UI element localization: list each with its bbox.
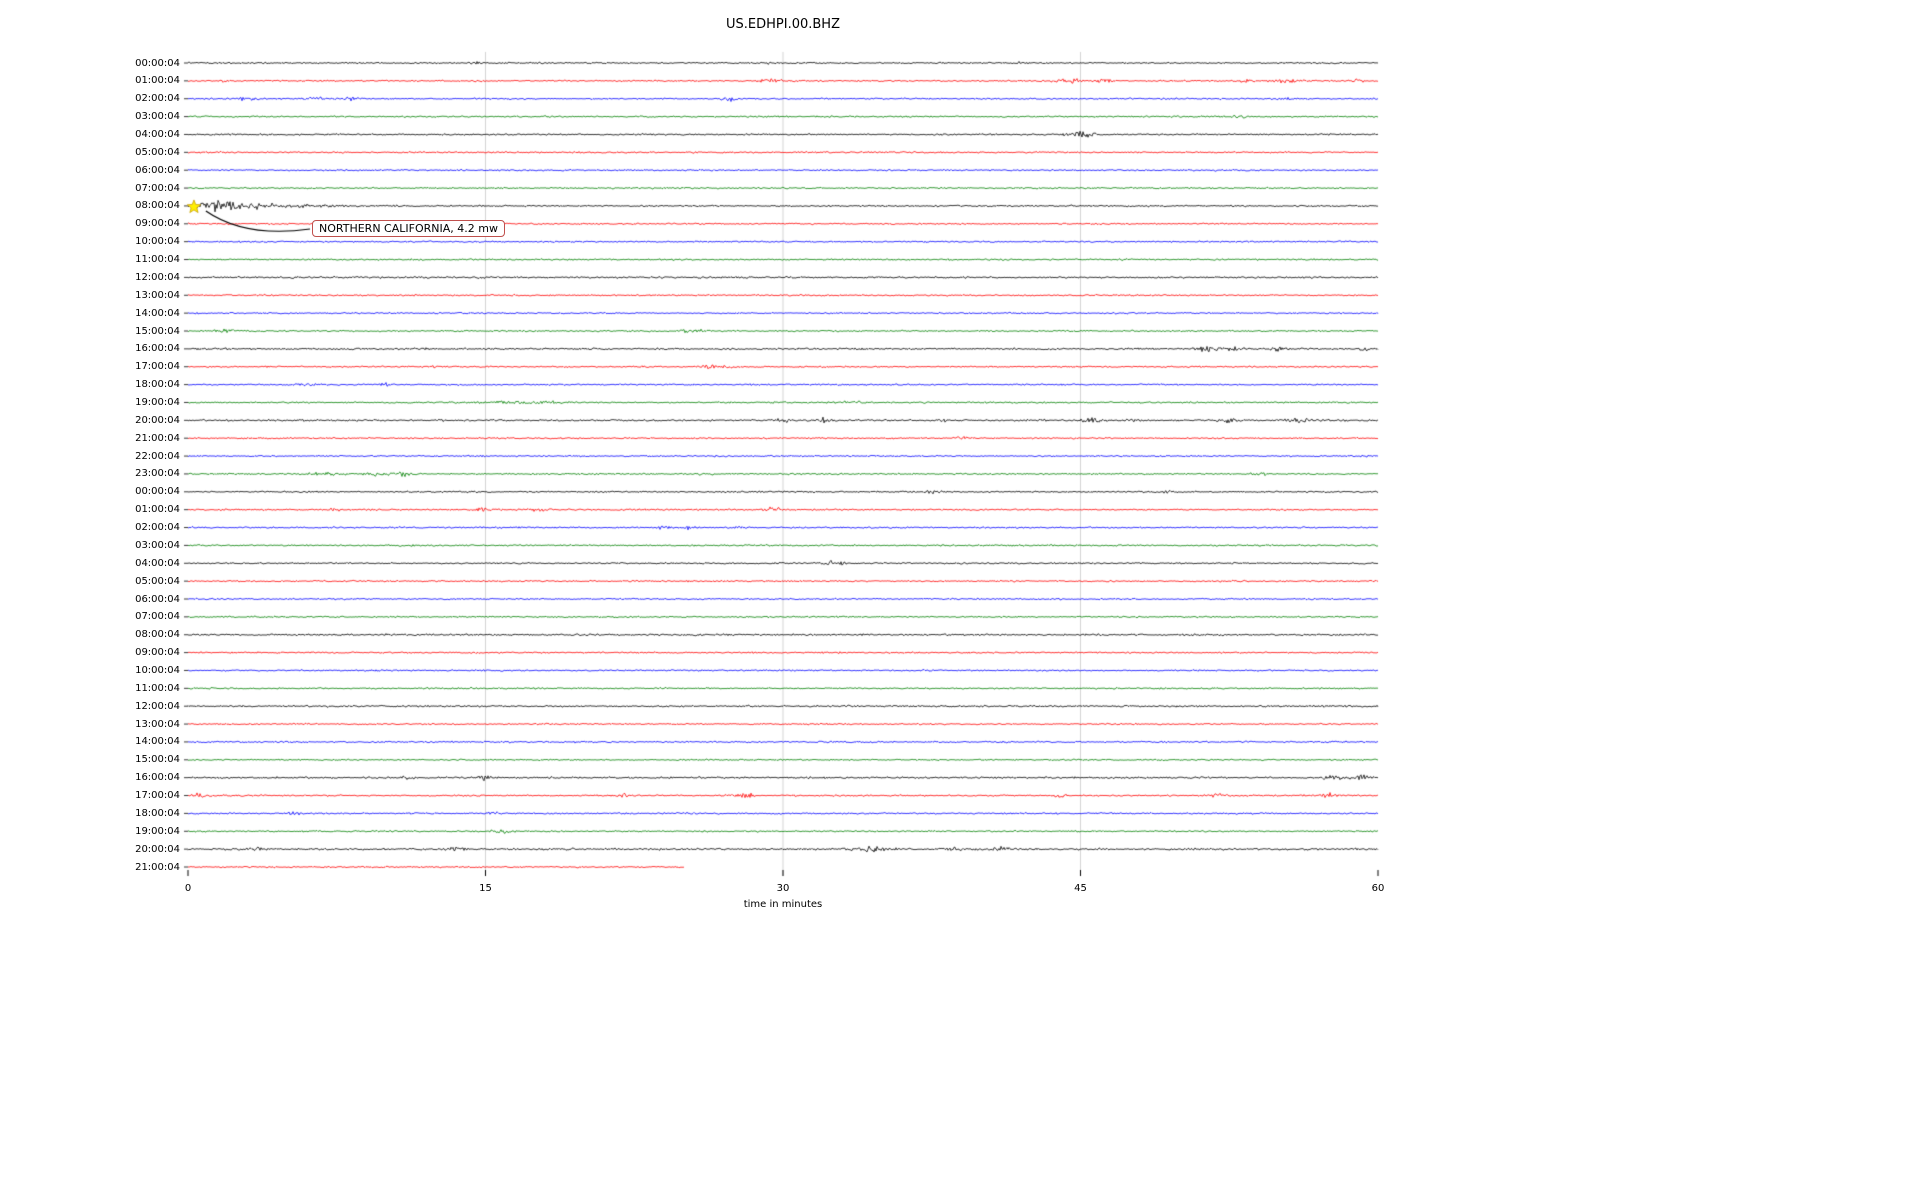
trace-time-label: 00:00:04: [135, 57, 180, 69]
trace-time-label: 16:00:04: [135, 772, 180, 784]
trace-time-label: 13:00:04: [135, 289, 180, 301]
trace-time-label: 20:00:04: [135, 843, 180, 855]
trace-time-label: 15:00:04: [135, 325, 180, 337]
trace-time-label: 07:00:04: [135, 182, 180, 194]
trace-time-label: 16:00:04: [135, 343, 180, 355]
x-axis-label: time in minutes: [743, 899, 823, 910]
trace-time-label: 01:00:04: [135, 75, 180, 87]
trace-time-label: 04:00:04: [135, 557, 180, 569]
trace-time-label: 06:00:04: [135, 593, 180, 605]
trace-time-label: 21:00:04: [135, 861, 180, 873]
trace-time-label: 22:00:04: [135, 450, 180, 462]
trace-time-label: 23:00:04: [135, 468, 180, 480]
trace-time-label: 04:00:04: [135, 128, 180, 140]
trace-time-label: 03:00:04: [135, 539, 180, 551]
trace-time-label: 00:00:04: [135, 486, 180, 498]
trace-time-label: 02:00:04: [135, 522, 180, 534]
trace-time-label: 19:00:04: [135, 825, 180, 837]
trace-time-label: 10:00:04: [135, 236, 180, 248]
trace-time-label: 10:00:04: [135, 664, 180, 676]
chart-title: US.EDHPI.00.BHZ: [726, 17, 840, 32]
trace-time-label: 11:00:04: [135, 682, 180, 694]
trace-time-label: 14:00:04: [135, 307, 180, 319]
trace-time-label: 07:00:04: [135, 611, 180, 623]
trace-time-label: 09:00:04: [135, 218, 180, 230]
trace-time-label: 09:00:04: [135, 647, 180, 659]
trace-time-label: 17:00:04: [135, 361, 180, 373]
trace-time-label: 17:00:04: [135, 790, 180, 802]
x-tick-label: 60: [1371, 883, 1385, 894]
trace-time-label: 05:00:04: [135, 146, 180, 158]
trace-time-label: 11:00:04: [135, 254, 180, 266]
trace-time-label: 19:00:04: [135, 396, 180, 408]
trace-time-label: 14:00:04: [135, 736, 180, 748]
x-tick-label: 15: [479, 883, 492, 894]
trace-time-label: 05:00:04: [135, 575, 180, 587]
x-tick-label: 0: [184, 883, 192, 894]
event-annotation-label: NORTHERN CALIFORNIA, 4.2 mw: [312, 220, 505, 237]
trace-time-label: 20:00:04: [135, 414, 180, 426]
trace-time-label: 02:00:04: [135, 93, 180, 105]
trace-time-label: 18:00:04: [135, 379, 180, 391]
trace-time-label: 15:00:04: [135, 754, 180, 766]
trace-time-label: 08:00:04: [135, 200, 180, 212]
x-tick-label: 30: [776, 883, 790, 894]
x-tick-label: 45: [1074, 883, 1087, 894]
trace-time-label: 06:00:04: [135, 164, 180, 176]
trace-time-label: 13:00:04: [135, 718, 180, 730]
trace-time-label: 08:00:04: [135, 629, 180, 641]
trace-time-label: 01:00:04: [135, 504, 180, 516]
trace-time-label: 03:00:04: [135, 111, 180, 123]
trace-time-label: 12:00:04: [135, 271, 180, 283]
trace-time-label: 12:00:04: [135, 700, 180, 712]
trace-time-label: 18:00:04: [135, 807, 180, 819]
trace-time-label: 21:00:04: [135, 432, 180, 444]
